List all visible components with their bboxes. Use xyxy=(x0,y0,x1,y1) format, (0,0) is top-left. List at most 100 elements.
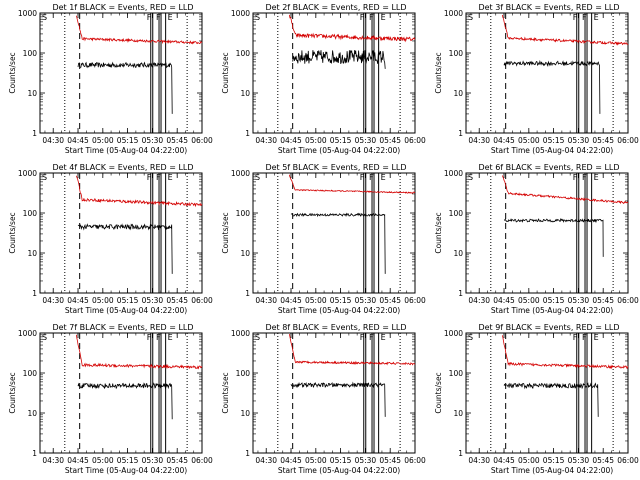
y-tick-label: 1000 xyxy=(18,169,37,178)
y-tick-label: 1000 xyxy=(231,169,250,178)
x-tick-label: 04:30 xyxy=(468,136,490,145)
chart-title: Det 7f BLACK = Events, RED = LLD xyxy=(52,323,193,332)
x-tick-label: 05:30 xyxy=(355,456,377,465)
corner-label-e: E xyxy=(594,13,599,22)
corner-label-s: S xyxy=(468,13,473,22)
x-tick-label: 04:45 xyxy=(67,136,89,145)
x-tick-label: 04:30 xyxy=(255,456,277,465)
y-tick-label: 1000 xyxy=(231,329,250,338)
events-series-line xyxy=(290,381,386,417)
corner-label-f1: F xyxy=(573,13,578,22)
chart-panel-2: Det 2f BLACK = Events, RED = LLD Counts/s… xyxy=(221,3,426,155)
y-tick-label: 100 xyxy=(236,49,251,58)
lld-series-line xyxy=(289,334,416,366)
x-tick-label: 05:45 xyxy=(166,136,188,145)
corner-label-f2: F xyxy=(582,333,587,342)
plot-frame xyxy=(39,332,203,454)
x-tick-label: 04:45 xyxy=(280,456,302,465)
plot-frame xyxy=(39,172,203,294)
corner-label-f2: F xyxy=(369,13,374,22)
chart-title: Det 1f BLACK = Events, RED = LLD xyxy=(52,3,193,12)
y-axis-label: Counts/sec xyxy=(221,52,230,93)
y-tick-label: 10 xyxy=(240,249,250,258)
events-series-line xyxy=(503,382,599,417)
corner-label-e: E xyxy=(168,173,173,182)
x-tick-label: 05:30 xyxy=(142,296,164,305)
y-tick-label: 1000 xyxy=(444,329,463,338)
y-tick-label: 1 xyxy=(245,129,250,138)
x-tick-label: 05:30 xyxy=(568,136,590,145)
y-axis-label: Counts/sec xyxy=(434,52,443,93)
x-tick-label: 04:45 xyxy=(493,456,515,465)
events-series-line xyxy=(503,217,604,257)
lld-series-line xyxy=(502,14,629,46)
chart-panel-6: Det 6f BLACK = Events, RED = LLD Counts/s… xyxy=(434,163,639,315)
y-tick-label: 1 xyxy=(32,129,37,138)
x-tick-label: 05:15 xyxy=(543,136,565,145)
plot-frame xyxy=(465,332,629,454)
x-tick-label: 05:00 xyxy=(518,136,540,145)
lld-series-line xyxy=(76,15,203,45)
x-tick-label: 04:30 xyxy=(42,296,64,305)
y-axis-label: Counts/sec xyxy=(434,212,443,253)
x-tick-label: 05:15 xyxy=(543,456,565,465)
x-tick-label: 05:00 xyxy=(305,296,327,305)
lld-series-line xyxy=(502,335,629,370)
corner-label-f2: F xyxy=(369,333,374,342)
x-tick-label: 05:15 xyxy=(330,136,352,145)
events-series-line xyxy=(77,223,173,274)
y-tick-label: 10 xyxy=(27,409,37,418)
y-tick-label: 10 xyxy=(453,89,463,98)
events-series-line xyxy=(77,61,173,114)
lld-series-line xyxy=(289,174,416,194)
corner-label-f1: F xyxy=(573,333,578,342)
lld-series-line xyxy=(76,175,203,208)
x-tick-label: 05:00 xyxy=(92,136,114,145)
x-tick-label: 04:30 xyxy=(42,136,64,145)
y-tick-label: 100 xyxy=(449,369,464,378)
corner-label-e: E xyxy=(168,13,173,22)
corner-label-f1: F xyxy=(360,173,365,182)
x-tick-label: 06:00 xyxy=(617,136,639,145)
lld-series-line xyxy=(289,14,416,43)
x-tick-label: 06:00 xyxy=(617,456,639,465)
corner-label-f1: F xyxy=(147,333,152,342)
x-tick-label: 06:00 xyxy=(404,456,426,465)
plot-frame xyxy=(39,12,203,134)
y-tick-label: 100 xyxy=(236,369,251,378)
y-tick-label: 100 xyxy=(23,49,38,58)
x-tick-label: 05:15 xyxy=(330,296,352,305)
corner-label-s: S xyxy=(42,173,47,182)
chart-title: Det 6f BLACK = Events, RED = LLD xyxy=(478,163,619,172)
x-tick-label: 06:00 xyxy=(191,296,213,305)
x-tick-label: 04:30 xyxy=(42,456,64,465)
chart-panel-9: Det 9f BLACK = Events, RED = LLD Counts/s… xyxy=(434,323,639,475)
x-tick-label: 05:45 xyxy=(592,136,614,145)
chart-title: Det 5f BLACK = Events, RED = LLD xyxy=(265,163,406,172)
plot-frame xyxy=(465,12,629,134)
y-tick-label: 1 xyxy=(245,449,250,458)
x-tick-label: 05:00 xyxy=(518,296,540,305)
plot-frame xyxy=(252,172,416,294)
plot-frame xyxy=(465,172,629,294)
x-tick-label: 05:00 xyxy=(92,456,114,465)
x-tick-label: 04:45 xyxy=(280,136,302,145)
chart-title: Det 4f BLACK = Events, RED = LLD xyxy=(52,163,193,172)
y-tick-label: 1000 xyxy=(231,9,250,18)
events-series-line xyxy=(77,382,173,420)
x-tick-label: 06:00 xyxy=(404,136,426,145)
corner-label-f2: F xyxy=(582,13,587,22)
corner-label-s: S xyxy=(42,333,47,342)
corner-label-f1: F xyxy=(573,173,578,182)
y-tick-label: 100 xyxy=(236,209,251,218)
x-axis-label: Start Time (05-Aug-04 04:22:00) xyxy=(491,146,613,155)
x-tick-label: 04:30 xyxy=(468,296,490,305)
x-tick-label: 05:30 xyxy=(355,296,377,305)
events-series-line xyxy=(292,50,386,69)
x-tick-label: 06:00 xyxy=(191,136,213,145)
y-axis-label: Counts/sec xyxy=(434,372,443,413)
y-axis-label: Counts/sec xyxy=(221,372,230,413)
y-axis-label: Counts/sec xyxy=(221,212,230,253)
x-tick-label: 05:00 xyxy=(305,456,327,465)
chart-panel-7: Det 7f BLACK = Events, RED = LLD Counts/s… xyxy=(8,323,213,475)
